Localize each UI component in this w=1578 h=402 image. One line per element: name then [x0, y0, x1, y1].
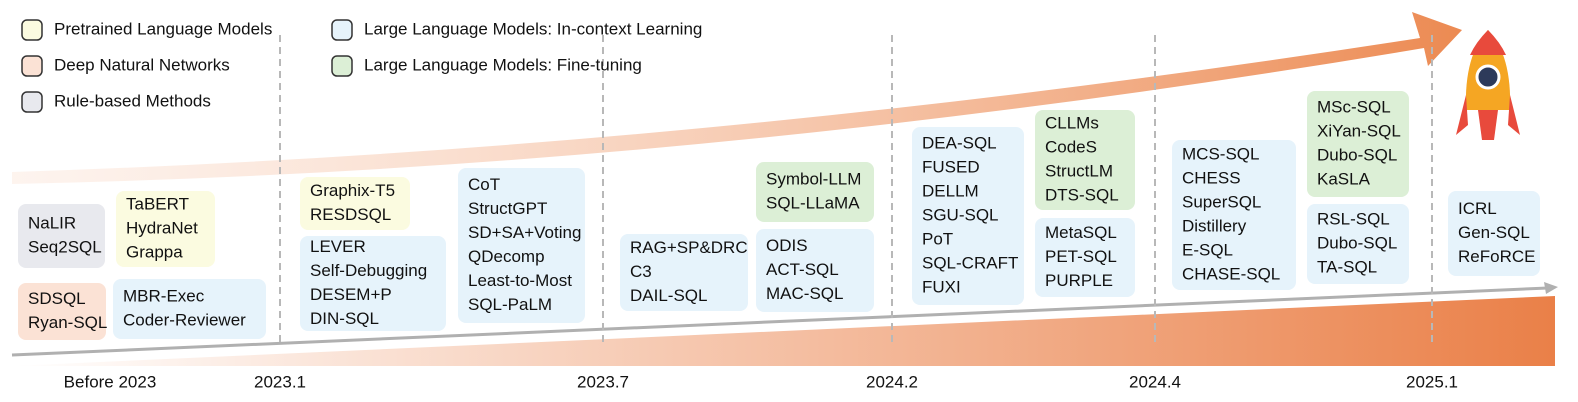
method-name: MAC-SQL	[766, 284, 843, 303]
method-name: Symbol-LLM	[766, 169, 861, 188]
method-name: PURPLE	[1045, 271, 1113, 290]
base-wedge	[12, 296, 1555, 366]
time-label: 2023.7	[577, 372, 629, 391]
method-name: PET-SQL	[1045, 247, 1117, 266]
method-name: MBR-Exec	[123, 286, 205, 305]
method-box	[18, 204, 105, 268]
method-name: Gen-SQL	[1458, 223, 1530, 242]
method-name: PoT	[922, 229, 953, 248]
time-label: Before 2023	[64, 372, 157, 391]
method-name: SuperSQL	[1182, 192, 1261, 211]
method-name: FUSED	[922, 157, 980, 176]
method-name: NaLIR	[28, 213, 76, 232]
axis-head	[1544, 282, 1558, 294]
method-name: Dubo-SQL	[1317, 145, 1397, 164]
method-name: Grappa	[126, 242, 183, 261]
method-box	[912, 127, 1024, 305]
method-box	[1035, 110, 1135, 210]
method-name: DTS-SQL	[1045, 185, 1119, 204]
method-name: E-SQL	[1182, 240, 1233, 259]
method-name: StructGPT	[468, 199, 547, 218]
method-box	[756, 229, 874, 312]
method-name: SQL-PaLM	[468, 295, 552, 314]
growth-arrow	[12, 12, 1462, 184]
method-box	[1172, 140, 1296, 290]
method-name: Least-to-Most	[468, 271, 572, 290]
method-name: CHASE-SQL	[1182, 264, 1280, 283]
method-name: Seq2SQL	[28, 237, 102, 256]
legend-swatch	[331, 19, 353, 41]
method-name: MetaSQL	[1045, 223, 1117, 242]
method-name: TaBERT	[126, 194, 189, 213]
rocket	[1456, 30, 1520, 140]
method-name: SQL-CRAFT	[922, 253, 1018, 272]
method-name: Coder-Reviewer	[123, 310, 246, 329]
method-name: HydraNet	[126, 218, 198, 237]
method-box	[620, 234, 748, 311]
time-label: 2024.4	[1129, 372, 1181, 391]
method-name: MSc-SQL	[1317, 97, 1391, 116]
method-name: XiYan-SQL	[1317, 121, 1401, 140]
time-label: 2023.1	[254, 372, 306, 391]
method-name: QDecomp	[468, 247, 545, 266]
method-box	[1307, 204, 1409, 284]
method-name: Dubo-SQL	[1317, 233, 1397, 252]
method-name: C3	[630, 262, 652, 281]
method-box	[756, 162, 874, 222]
legend-swatch	[21, 55, 43, 77]
method-name: CHESS	[1182, 168, 1241, 187]
legend-label: Deep Natural Networks	[54, 55, 230, 74]
method-box	[116, 191, 215, 267]
method-box	[300, 177, 410, 230]
method-name: CLLMs	[1045, 113, 1099, 132]
method-name: TA-SQL	[1317, 257, 1377, 276]
legend-label: Large Language Models: In-context Learni…	[364, 19, 702, 38]
method-name: RAG+SP&DRC	[630, 238, 748, 257]
method-name: SQL-LLaMA	[766, 193, 860, 212]
method-name: RSL-SQL	[1317, 209, 1390, 228]
method-box	[300, 236, 446, 331]
time-label: 2025.1	[1406, 372, 1458, 391]
method-name: DEA-SQL	[922, 133, 997, 152]
method-box	[1448, 191, 1540, 276]
method-name: ACT-SQL	[766, 260, 839, 279]
method-box	[1307, 91, 1409, 197]
method-name: SD+SA+Voting	[468, 223, 581, 242]
method-name: Self-Debugging	[310, 261, 427, 280]
method-name: LEVER	[310, 237, 366, 256]
method-name: MCS-SQL	[1182, 144, 1259, 163]
method-name: StructLM	[1045, 161, 1113, 180]
method-box	[113, 279, 266, 339]
method-name: CoT	[468, 175, 500, 194]
legend-label: Rule-based Methods	[54, 91, 211, 110]
method-box	[18, 283, 106, 340]
method-name: ODIS	[766, 236, 808, 255]
method-name: CodeS	[1045, 137, 1097, 156]
method-name: Graphix-T5	[310, 181, 395, 200]
legend-label: Large Language Models: Fine-tuning	[364, 55, 642, 74]
legend-swatch	[331, 55, 353, 77]
method-name: DELLM	[922, 181, 979, 200]
method-name: SGU-SQL	[922, 205, 999, 224]
method-name: SDSQL	[28, 289, 86, 308]
method-name: DAIL-SQL	[630, 286, 707, 305]
method-box	[458, 168, 585, 323]
legend-swatch	[21, 19, 43, 41]
time-label: 2024.2	[866, 372, 918, 391]
method-name: FUXI	[922, 277, 961, 296]
method-name: ICRL	[1458, 199, 1497, 218]
method-box	[1035, 218, 1135, 297]
axis-line	[11, 286, 1549, 357]
method-name: RESDSQL	[310, 205, 391, 224]
method-name: KaSLA	[1317, 169, 1371, 188]
method-name: DESEM+P	[310, 285, 392, 304]
method-name: Ryan-SQL	[28, 313, 107, 332]
method-name: Distillery	[1182, 216, 1247, 235]
method-name: DIN-SQL	[310, 309, 379, 328]
method-name: ReFoRCE	[1458, 247, 1535, 266]
legend-label: Pretrained Language Models	[54, 19, 272, 38]
legend-swatch	[21, 91, 43, 113]
